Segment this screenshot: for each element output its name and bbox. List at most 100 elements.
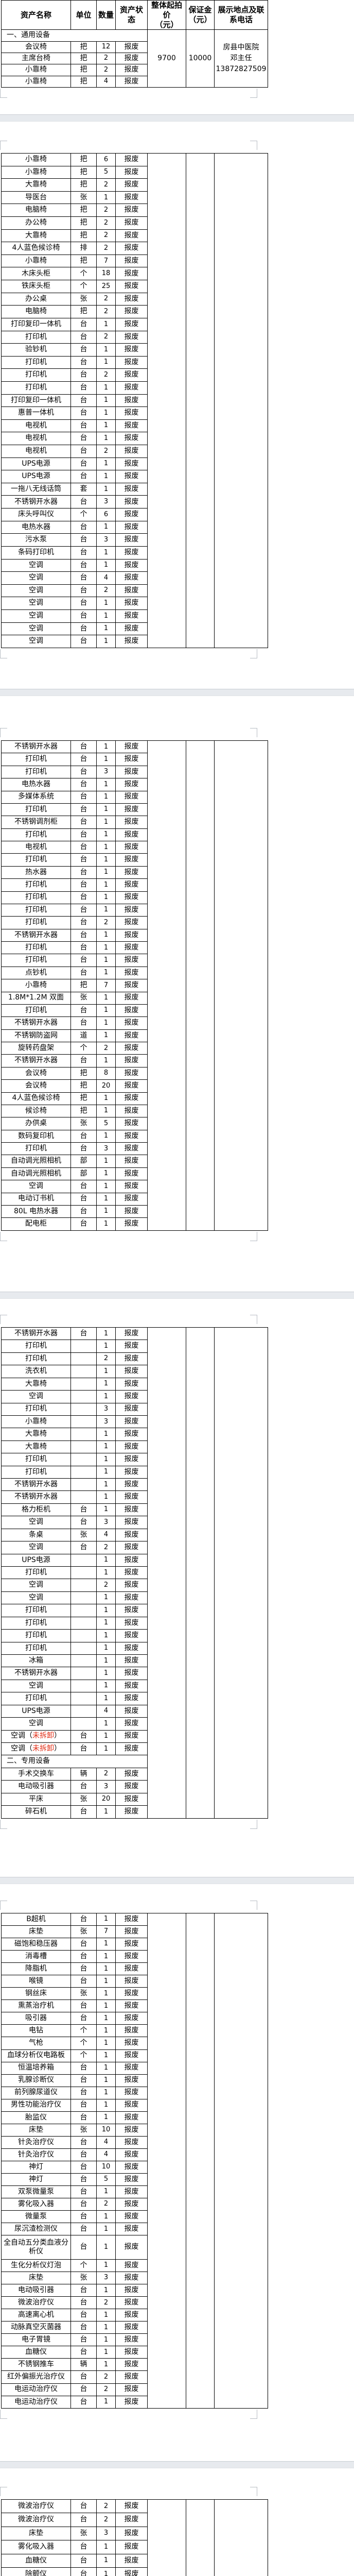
status-cell: 报废: [115, 1805, 148, 1819]
item-row: 不锈钢开水器台 1 报废: [1, 1016, 268, 1030]
asset-name-cell: 打印机: [1, 753, 71, 766]
corner-mark: [0, 141, 7, 150]
unit-cell: 台: [70, 520, 97, 534]
unit-cell: 个: [70, 2024, 97, 2038]
qty-cell: 1: [96, 1167, 116, 1181]
asset-name-cell: 小靠椅: [1, 979, 71, 992]
status-cell: 报废: [115, 1604, 148, 1617]
status-cell: 报废: [115, 2037, 148, 2050]
status-cell: 报废: [115, 1029, 148, 1043]
deposit-cell: [186, 2499, 215, 2576]
qty-cell: 2: [96, 330, 116, 344]
asset-name-cell: 打印机: [1, 355, 71, 369]
qty-cell: 1: [96, 891, 116, 904]
asset-name-cell: 针灸治疗仪: [1, 2136, 71, 2149]
unit-cell: 台: [70, 866, 97, 879]
status-cell: 报废: [115, 765, 148, 779]
qty-cell: 2: [96, 204, 116, 217]
unit-cell: 台: [70, 1004, 97, 1018]
asset-name-cell: 不锈钢开水器: [1, 1327, 71, 1341]
item-row: 电运动治疗仪台 1 报废: [1, 2395, 268, 2409]
status-cell: 报废: [115, 828, 148, 842]
item-row: 手术交换车辆 2 报废: [1, 1767, 268, 1781]
status-cell: 报废: [115, 1717, 148, 1731]
unit-cell: 台: [70, 2160, 97, 2174]
asset-name-cell: 空调: [1, 1679, 71, 1693]
qty-cell: 2: [96, 2296, 116, 2310]
asset-name-cell: 胎监仪: [1, 2111, 71, 2124]
page-5: B超机台 1 报废 床垫张 7 报废 磁饱和稳压器台 1 报废 消毒槽台 1 报废 降脂机台 1 报废 喉镜台…: [0, 1884, 354, 2461]
status-cell: 报废: [115, 1377, 148, 1391]
asset-name-cell: 数码复印机: [1, 1129, 71, 1143]
item-row: 打印机 3 报废: [1, 1402, 268, 1416]
asset-name-cell: 打印机: [1, 1616, 71, 1630]
item-row: 一拖八无线话筒套 1 报废: [1, 482, 268, 496]
asset-name-cell: 碎石机: [1, 1805, 71, 1819]
location-line2: 邓主任 13872827509: [216, 54, 267, 74]
unit-cell: 台: [70, 597, 97, 610]
asset-name-cell: 电子胃镜: [1, 2333, 71, 2347]
status-cell: 报废: [115, 520, 148, 534]
asset-name-cell: 小靠椅: [1, 153, 71, 166]
qty-cell: 1: [96, 828, 116, 842]
status-cell: 报废: [115, 1217, 148, 1231]
item-row: 格力柜机台 1 报废: [1, 1503, 268, 1517]
status-cell: 报废: [115, 1950, 148, 1963]
asset-name-cell: 男性功能治疗仪: [1, 2098, 71, 2112]
item-row: 大靠椅把 2 报废: [1, 178, 268, 192]
unit-cell: 台: [70, 2061, 97, 2075]
unit-cell: 台: [70, 928, 97, 942]
unit-cell: 台: [70, 609, 97, 623]
qty-cell: 1: [96, 2210, 116, 2224]
asset-name-cell: 80L 电热水器: [1, 1205, 71, 1218]
unit-cell: 台: [70, 1516, 97, 1529]
unit-cell: 台: [70, 2499, 97, 2514]
item-row: 打印机台 1 报废: [1, 1004, 268, 1018]
item-row: 大靠椅 1 报废: [1, 1440, 268, 1454]
item-row: 不锈钢开水器台 1 报废: [1, 1327, 268, 1819]
unit-cell: 台: [70, 891, 97, 904]
header-cell-1: 单位: [70, 0, 97, 30]
status-cell: 报废: [115, 1999, 148, 2013]
unit-cell: 台: [70, 1950, 97, 1963]
not-dismantled-flag: 未拆卸: [32, 1732, 54, 1740]
unit-cell: 台: [70, 457, 97, 471]
qty-cell: 1: [96, 1604, 116, 1617]
status-cell: 报废: [115, 2321, 148, 2334]
status-cell: 报废: [115, 1566, 148, 1580]
status-cell: 报废: [115, 753, 148, 766]
qty-cell: 1: [96, 2309, 116, 2322]
asset-name-cell: 小靠椅: [1, 64, 71, 76]
item-row: 会议椅把 8 报废: [1, 1066, 268, 1080]
status-cell: 报废: [115, 1167, 148, 1181]
status-cell: 报废: [115, 242, 148, 255]
asset-name-cell: 打印机: [1, 941, 71, 955]
asset-name-cell: 条码打印机: [1, 546, 71, 560]
qty-cell: 2: [96, 2499, 116, 2514]
qty-cell: 1: [96, 1566, 116, 1580]
asset-name-cell: 不锈钢防盗网: [1, 1029, 71, 1043]
asset-table: B超机台 1 报废 床垫张 7 报废 磁饱和稳压器台 1 报废 消毒槽台 1 报废 降脂机台 1 报废 喉镜台…: [1, 1912, 268, 2409]
qty-cell: 1: [96, 1029, 116, 1043]
qty-cell: 1: [96, 1155, 116, 1168]
asset-name-cell: 消毒槽: [1, 1950, 71, 1963]
item-row: 主席台椅把 2 报废: [1, 52, 268, 65]
item-row: 打印机台 2 报废: [1, 330, 268, 344]
status-cell: 报废: [115, 457, 148, 471]
asset-name-cell: 办公椅: [1, 216, 71, 230]
location-line1: 房县中医院: [223, 43, 259, 52]
qty-cell: 1: [96, 991, 116, 1005]
unit-cell: [70, 1641, 97, 1655]
status-cell: 报废: [115, 1667, 148, 1680]
qty-cell: 1: [96, 2111, 116, 2124]
qty-cell: 20: [96, 1079, 116, 1093]
unit-cell: 台: [70, 2235, 97, 2260]
asset-name-cell: UPS电源: [1, 1553, 71, 1567]
item-row: 打印机台 1 报废: [1, 381, 268, 395]
asset-name-cell: 热水器: [1, 866, 71, 879]
asset-name-cell: 打印机: [1, 1004, 71, 1018]
qty-cell: 1: [96, 2098, 116, 2112]
qty-cell: 1: [96, 1999, 116, 2013]
status-cell: 报废: [115, 317, 148, 331]
status-cell: 报废: [115, 1465, 148, 1479]
